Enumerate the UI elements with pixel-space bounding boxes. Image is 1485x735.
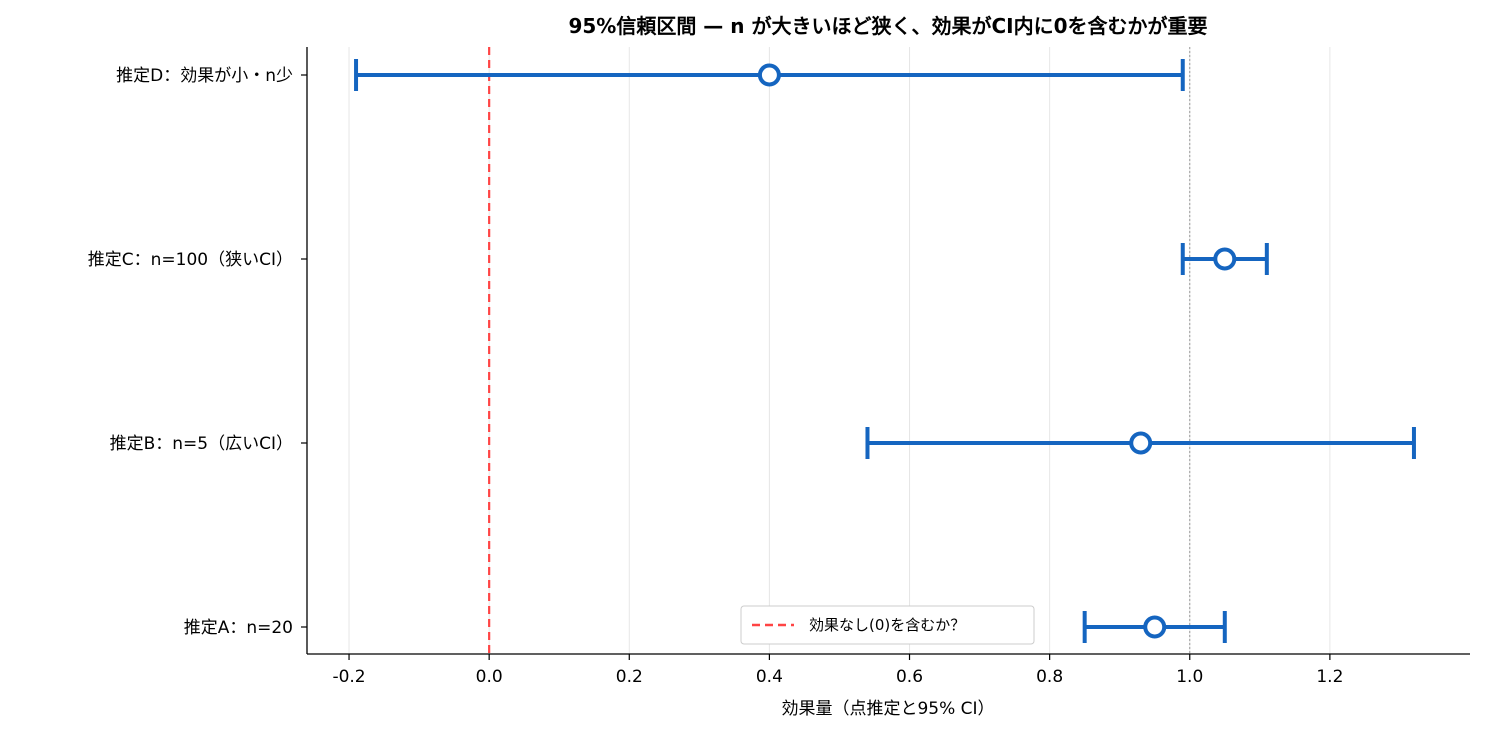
estimate-4 [354, 59, 1185, 91]
estimate-3 [1180, 243, 1269, 275]
x-tick-label: 0.4 [756, 667, 783, 687]
x-tick-label: 0.6 [896, 667, 923, 687]
estimates-series [354, 59, 1416, 643]
point-estimate-marker [1213, 247, 1237, 271]
x-ticks: -0.2 0.0 0.2 0.4 0.6 0.8 1.0 1.2 [332, 654, 1343, 687]
point-estimate-marker [757, 63, 781, 87]
x-tick-label: 1.2 [1316, 667, 1343, 687]
estimate-1 [1082, 611, 1227, 643]
y-tick-label: 推定B：n=5（広いCI） [110, 434, 293, 454]
axes [306, 47, 1470, 655]
grid-layer [348, 47, 1331, 654]
reference-lines [488, 47, 1191, 654]
y-tick-label: 推定A：n=20 [184, 618, 293, 638]
point-estimate-marker [1129, 431, 1153, 455]
legend: 効果なし(0)を含むか？ [740, 605, 1035, 645]
chart-title: 95%信頼区間 — n が大きいほど狭く、効果がCI内に0を含むかが重要 [568, 14, 1207, 38]
legend-box [740, 605, 1035, 645]
x-tick-label: 0.2 [616, 667, 643, 687]
point-estimate-marker [1143, 615, 1167, 639]
y-ticks: 推定A：n=20 推定B：n=5（広いCI） 推定C：n=100（狭いCI） 推定D：… [88, 66, 307, 638]
legend-label: 効果なし(0)を含むか？ [809, 616, 965, 634]
y-tick-label: 推定C：n=100（狭いCI） [88, 250, 293, 270]
x-tick-label: 1.0 [1176, 667, 1203, 687]
x-tick-label: 0.8 [1036, 667, 1063, 687]
x-tick-label: -0.2 [332, 667, 365, 687]
estimate-2 [865, 427, 1416, 459]
x-axis-label: 効果量（点推定と95% CI） [781, 699, 994, 719]
x-tick-label: 0.0 [476, 667, 503, 687]
y-tick-label: 推定D：効果が小・n少 [116, 66, 293, 86]
